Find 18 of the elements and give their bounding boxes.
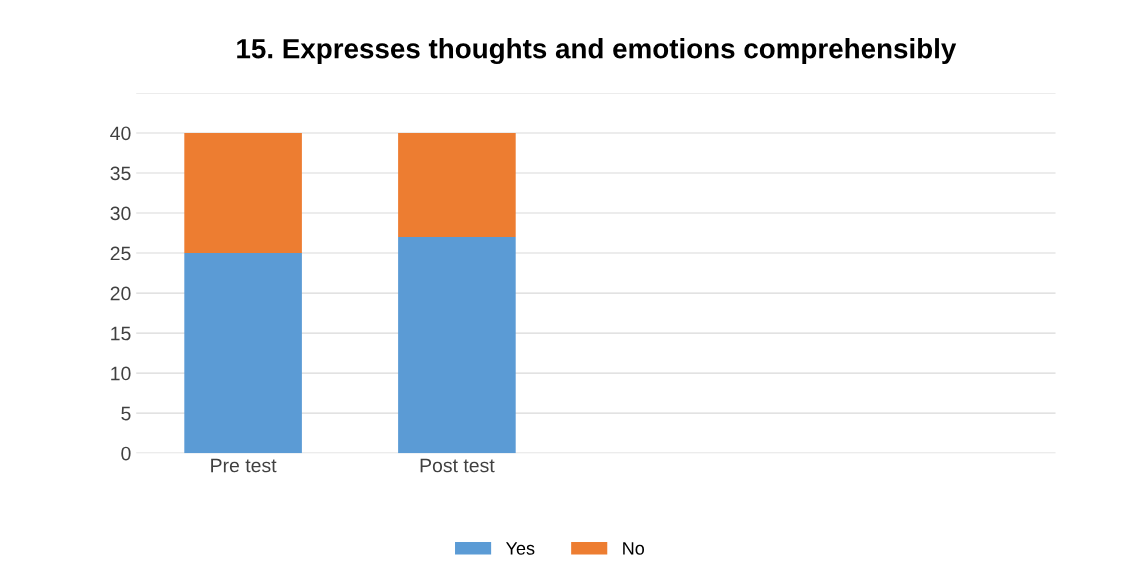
y-tick-label: 10 — [111, 366, 131, 381]
y-tick-label: 0 — [121, 446, 131, 461]
legend-label: No — [623, 542, 645, 555]
y-tick-label: 25 — [110, 246, 131, 261]
x-tick-label: Pre test — [211, 458, 277, 473]
y-tick-label: 35 — [110, 166, 131, 181]
y-tick-label: 30 — [110, 206, 131, 221]
x-tick-label: Post test — [420, 458, 495, 473]
bar — [184, 132, 302, 254]
bar — [398, 237, 516, 454]
y-tick-label: 40 — [110, 126, 131, 141]
chart-title: 15. Expresses thoughts and emotions comprehensibly — [237, 38, 957, 65]
y-tick-label: 5 — [121, 406, 131, 421]
legend-label: Yes — [505, 542, 535, 555]
bar — [398, 132, 516, 238]
y-tick-label: 15 — [111, 326, 131, 341]
bar — [184, 253, 302, 454]
y-tick-label: 20 — [110, 286, 131, 301]
